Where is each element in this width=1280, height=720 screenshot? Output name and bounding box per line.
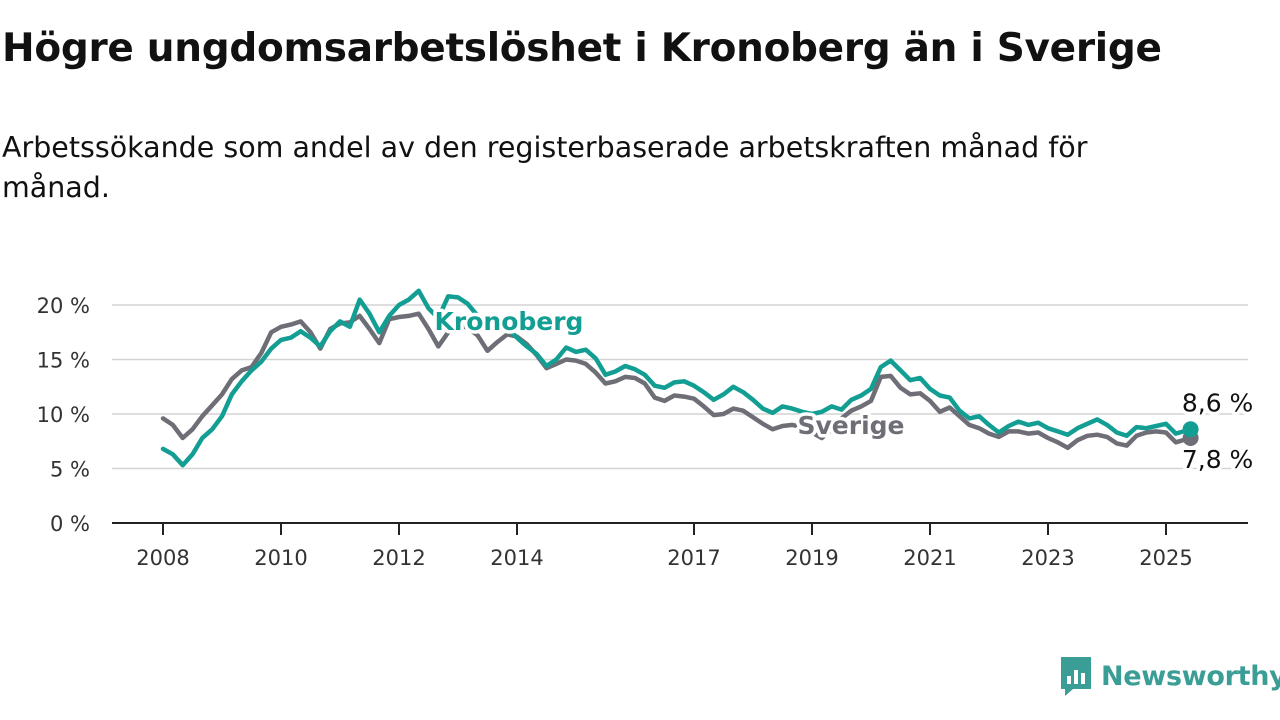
brand-name: Newsworthy	[1101, 660, 1280, 692]
x-tick-label: 2012	[372, 546, 425, 570]
x-tick-label: 2008	[136, 546, 189, 570]
x-tick-label: 2010	[254, 546, 307, 570]
gridlines	[112, 304, 1248, 470]
x-tick-label: 2023	[1021, 546, 1074, 570]
end-point-kronoberg	[1182, 421, 1199, 438]
y-tick-label: 15 %	[37, 349, 90, 373]
newsworthy-logo-icon	[1061, 657, 1091, 696]
x-tick-label: 2021	[903, 546, 956, 570]
y-tick-label: 20 %	[37, 294, 90, 318]
line-chart: 0 %5 %10 %15 %20 % 2008 2010 2012 2014 2017 2…	[36, 288, 1257, 570]
series-line-kronoberg	[160, 288, 1193, 468]
chart-subtitle: Arbetssökande som andel av den registerb…	[2, 131, 1088, 204]
y-tick-label: 10 %	[37, 403, 90, 427]
end-value-label-sverige: 7,8 %	[1182, 445, 1253, 474]
x-tick-label: 2014	[490, 546, 543, 570]
x-tick-label: 2025	[1139, 546, 1192, 570]
x-tick-label: 2019	[785, 546, 838, 570]
series-lines	[160, 288, 1199, 468]
series-label-sverige: Sverige	[797, 411, 904, 440]
y-axis-tick-labels: 0 % 5 % 10 % 15 % 20 %	[37, 294, 90, 536]
brand-logo: Newsworthy	[1059, 655, 1280, 697]
x-tick-label: 2017	[667, 546, 720, 570]
chart-title: Högre ungdomsarbetslöshet i Kronoberg än…	[2, 26, 1162, 71]
end-value-label-kronoberg: 8,6 %	[1182, 388, 1253, 417]
series-label-kronoberg: Kronoberg	[435, 307, 584, 336]
series-labels: Kronoberg Sverige 8,6 % 7,8 %	[431, 304, 1257, 478]
y-tick-label: 0 %	[50, 512, 90, 536]
x-axis: 2008 2010 2012 2014 2017 2019 2021 2023 2025	[112, 522, 1248, 570]
y-tick-label: 5 %	[50, 458, 90, 482]
